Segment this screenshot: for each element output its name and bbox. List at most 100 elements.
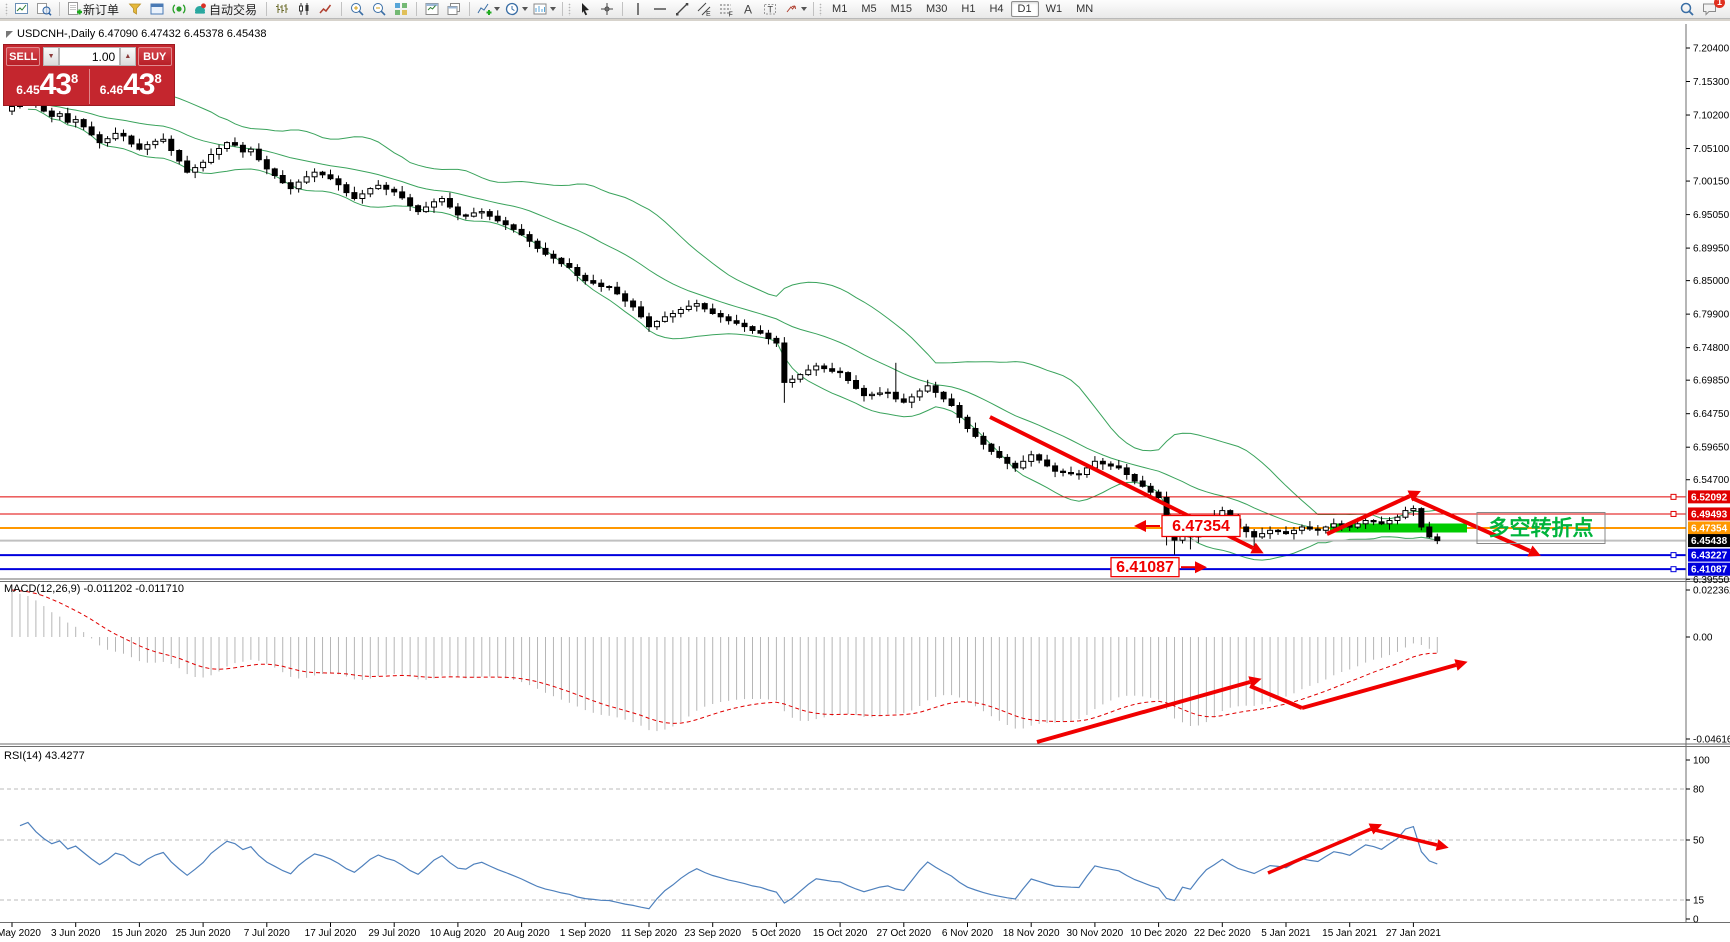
timeframe-d1[interactable]: D1	[1010, 1, 1039, 17]
notifications-button[interactable]: 1	[1698, 0, 1725, 19]
svg-text:25 Jun 2020: 25 Jun 2020	[176, 928, 231, 939]
candle	[1370, 520, 1377, 523]
channel-button[interactable]: E	[693, 0, 715, 19]
price-callout-6.41087[interactable]: 6.41087	[1110, 557, 1207, 578]
timeframe-m15[interactable]: M15	[890, 3, 912, 15]
templates-button[interactable]	[530, 0, 558, 19]
candle	[343, 184, 350, 194]
candle	[614, 286, 621, 295]
svg-text:80: 80	[1693, 785, 1705, 796]
toolbar-grip[interactable]	[5, 2, 8, 16]
search-button[interactable]	[1676, 0, 1698, 19]
timeframe-m5[interactable]: M5	[861, 3, 877, 15]
vertical-line-icon	[630, 1, 646, 17]
volume-input[interactable]: 1.00	[58, 47, 121, 66]
price-callout-6.47354[interactable]: 6.47354	[1134, 514, 1241, 538]
candle	[1139, 480, 1146, 487]
fibonacci-button[interactable]: F	[715, 0, 737, 19]
new-chart-button[interactable]	[11, 0, 33, 19]
timeframe-m30[interactable]: M30	[926, 3, 948, 15]
svg-text:15: 15	[1693, 896, 1705, 907]
chart-canvas[interactable]: 6.47354 6.41087 多空转折点 7.20400 7.15300 7.10200…	[0, 21, 1730, 942]
rsi-scale: 100 80 50 15 0	[1686, 756, 1710, 926]
candle	[1267, 529, 1274, 535]
price-axis[interactable]: 7.20400 7.15300 7.10200 7.05100 7.00150 6.950…	[1686, 44, 1730, 586]
svg-text:0.022362: 0.022362	[1693, 586, 1730, 597]
trendline-button[interactable]	[671, 0, 693, 19]
rsi-annotations[interactable]	[1267, 823, 1449, 875]
candle	[1283, 531, 1289, 535]
timeframe-w1[interactable]: W1	[1045, 3, 1063, 15]
indicators-button[interactable]	[474, 0, 502, 19]
candlestick-chart-button[interactable]	[293, 0, 315, 19]
candle	[367, 188, 374, 195]
toolbar-grip[interactable]	[819, 2, 823, 16]
timeframe-m1[interactable]: M1	[832, 3, 848, 15]
main-chart-annotations[interactable]: 6.47354 6.41087 多空转折点	[989, 415, 1606, 578]
toolbar-grip[interactable]	[568, 2, 572, 16]
trend-arrow-head	[1195, 561, 1207, 574]
candle	[407, 197, 414, 207]
candle	[239, 144, 246, 153]
time-axis[interactable]: 22 May 2020 3 Jun 2020 15 Jun 2020 25 Jun 2…	[0, 922, 1441, 940]
bar-chart-button[interactable]	[271, 0, 293, 19]
volume-increase-button[interactable]: ▲	[120, 47, 136, 66]
history-center-button[interactable]	[124, 0, 146, 19]
line-chart-button[interactable]	[315, 0, 337, 19]
periods-button[interactable]	[502, 0, 530, 19]
candle	[757, 330, 764, 334]
candle	[1362, 520, 1369, 525]
vertical-line-button[interactable]	[627, 0, 649, 19]
candle	[423, 206, 430, 213]
market-watch-button[interactable]	[33, 0, 55, 19]
candle	[9, 106, 15, 112]
volume-decrease-button[interactable]: ▼	[43, 47, 59, 66]
timeframe-mn[interactable]: MN	[1076, 3, 1094, 15]
candle	[446, 198, 453, 208]
green-highlight-bar[interactable]	[1330, 523, 1467, 533]
candle	[606, 286, 613, 288]
candle	[1434, 536, 1441, 542]
new-order-button[interactable]: 新订单	[64, 0, 124, 19]
horizontal-line-button[interactable]	[649, 0, 671, 19]
tile-windows-button[interactable]	[390, 0, 412, 19]
zoom-in-button[interactable]	[346, 0, 368, 19]
text-tool-button[interactable]: A	[737, 0, 759, 19]
svg-text:7.20400: 7.20400	[1693, 44, 1730, 55]
candle	[781, 342, 788, 383]
buy-button[interactable]: BUY	[137, 47, 172, 66]
buy-price[interactable]: 6.46 43 8	[90, 68, 173, 105]
crosshair-button[interactable]	[596, 0, 618, 19]
cascade-windows-button[interactable]	[443, 0, 465, 19]
turning-point-callout[interactable]: 多空转折点	[1476, 511, 1606, 544]
arrows-tool-button[interactable]	[781, 0, 809, 19]
cursor-button[interactable]	[574, 0, 596, 19]
svg-text:50: 50	[1693, 836, 1705, 847]
terminal-panel-button[interactable]	[146, 0, 168, 19]
macd-histogram	[11, 590, 1438, 732]
signals-button[interactable]	[168, 0, 190, 19]
arrange-windows-button[interactable]	[421, 0, 443, 19]
timeframe-h1[interactable]: H1	[961, 3, 976, 15]
candle	[932, 385, 939, 393]
sell-price[interactable]: 6.45 43 8	[6, 68, 89, 105]
label-tool-button[interactable]: T	[759, 0, 781, 19]
svg-text:0: 0	[1693, 915, 1699, 926]
candle	[526, 234, 533, 242]
trendline-icon	[674, 1, 690, 17]
timeframe-h4[interactable]: H4	[989, 3, 1004, 15]
macd-annotations[interactable]	[1036, 659, 1468, 744]
svg-text:6.47354: 6.47354	[1172, 518, 1230, 535]
one-click-trade-panel: SELL ▼ 1.00 ▲ BUY 6.45 43 8 6.46 43 8	[3, 44, 175, 106]
autotrading-button[interactable]: 自动交易	[190, 0, 262, 19]
candle	[478, 211, 485, 214]
candle	[638, 306, 645, 318]
rsi-line	[19, 821, 1438, 910]
chevron-down-icon	[801, 7, 808, 11]
candle	[1306, 526, 1313, 530]
candle	[391, 188, 398, 193]
zoom-out-button[interactable]	[368, 0, 390, 19]
candle	[646, 316, 652, 328]
sell-button[interactable]: SELL	[6, 47, 41, 66]
chart-shift-marker-icon[interactable]	[6, 30, 13, 38]
